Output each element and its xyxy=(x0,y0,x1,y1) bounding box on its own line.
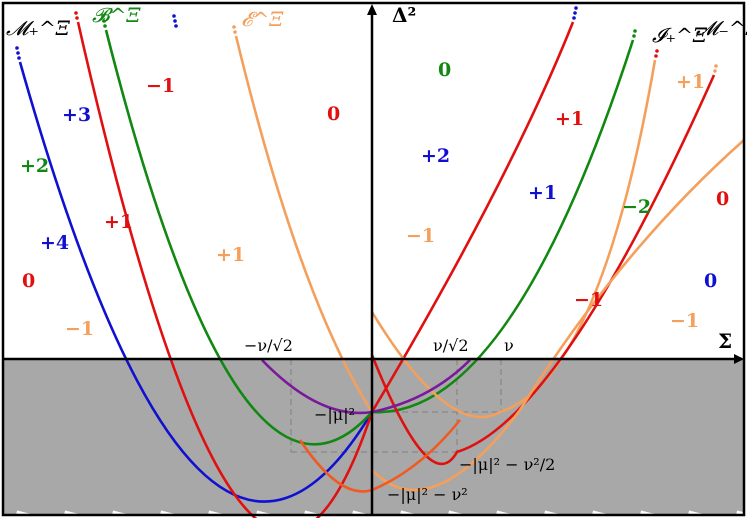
hatched-region xyxy=(3,359,744,515)
region-number: −2 xyxy=(622,196,651,218)
curve-i-plus-orange xyxy=(370,59,657,419)
hatch-stripe xyxy=(83,359,738,515)
hatch-stripe xyxy=(35,359,690,515)
curve-green-right xyxy=(371,39,635,414)
annotation-neg-mu2: −|μ|² xyxy=(314,405,355,424)
curve-m-minus-orange xyxy=(371,139,745,492)
region-number: 0 xyxy=(704,270,717,292)
label-m-plus: 𝓜₊^Ξ xyxy=(6,16,71,40)
label-m-minus: 𝓜₋^Ξ xyxy=(696,16,747,40)
region-number: +2 xyxy=(421,145,450,167)
region-number: +3 xyxy=(62,104,91,126)
axes xyxy=(3,4,744,515)
hatch-stripe xyxy=(3,408,402,515)
hatch-stripe xyxy=(131,359,744,513)
annotation-neg-mu2-nu2: −|μ|² − ν² xyxy=(387,485,468,504)
region-number: +2 xyxy=(20,155,49,177)
hatch-stripe xyxy=(371,359,744,453)
hatch-stripe xyxy=(3,420,354,515)
curve-end-dots xyxy=(15,6,718,73)
hatch-stripe xyxy=(3,372,546,515)
curve-red-left xyxy=(76,21,374,518)
hatch-stripe xyxy=(3,359,642,515)
annotation-neg-nu-sqrt2: −ν/√2 xyxy=(244,336,293,355)
hatch-stripe xyxy=(611,359,744,393)
hatch-stripe xyxy=(3,396,450,515)
region-number: +1 xyxy=(676,71,705,93)
region-number: 0 xyxy=(438,59,451,81)
hatch-stripe xyxy=(275,359,744,477)
annotation-nu-sqrt2: ν/√2 xyxy=(433,336,469,355)
hatch-stripe xyxy=(419,359,744,441)
hatch-stripe xyxy=(179,359,744,501)
region-numbers: +3 +2 +4 0 −1 +1 −1 +1 0 0 +2 −1 +1 +1 −… xyxy=(20,59,729,340)
x-axis-label: Σ xyxy=(718,329,732,353)
curve-b-green xyxy=(104,29,373,446)
y-axis-arrow xyxy=(367,4,377,15)
hatch-stripe xyxy=(659,359,744,381)
hatch-stripe xyxy=(227,359,744,489)
region-number: 0 xyxy=(327,103,340,125)
region-number: −1 xyxy=(670,310,699,332)
region-number: 0 xyxy=(22,270,35,292)
curve-m-minus-red xyxy=(370,74,716,466)
hatch-stripe xyxy=(323,359,744,465)
region-number: −1 xyxy=(406,225,435,247)
hatch-stripe xyxy=(3,468,162,515)
region-number: −1 xyxy=(574,289,603,311)
region-number: +1 xyxy=(104,211,133,233)
hatch-stripe xyxy=(467,359,744,429)
hatch-stripe xyxy=(563,359,744,405)
curves xyxy=(18,21,745,518)
annotation-neg-mu2-nu2-half: −|μ|² − ν²/2 xyxy=(459,455,555,474)
curve-m-plus-blue xyxy=(18,61,374,503)
region-number: +1 xyxy=(528,182,557,204)
region-number: −1 xyxy=(146,75,175,97)
label-i-plus: 𝓘₊^Ξ xyxy=(652,23,708,47)
label-e: 𝓔^Ξ xyxy=(241,7,284,31)
region-number: +4 xyxy=(40,232,69,254)
region-number: 0 xyxy=(716,188,729,210)
hatch-stripe xyxy=(3,456,210,515)
label-b: 𝓑^Ξ xyxy=(92,3,141,27)
hatch-stripe xyxy=(3,432,306,515)
curve-right-blue-red xyxy=(370,21,575,413)
annotation-nu: ν xyxy=(504,336,514,355)
hatch-stripe xyxy=(515,359,744,417)
y-axis-label: Δ² xyxy=(392,3,416,27)
curve-e-orange-left xyxy=(234,35,374,413)
region-number: −1 xyxy=(65,318,94,340)
hatch-stripe xyxy=(3,444,258,515)
region-number: +1 xyxy=(555,108,584,130)
x-axis-arrow xyxy=(734,354,744,364)
region-number: +1 xyxy=(216,244,245,266)
hatch-stripe xyxy=(3,360,594,515)
